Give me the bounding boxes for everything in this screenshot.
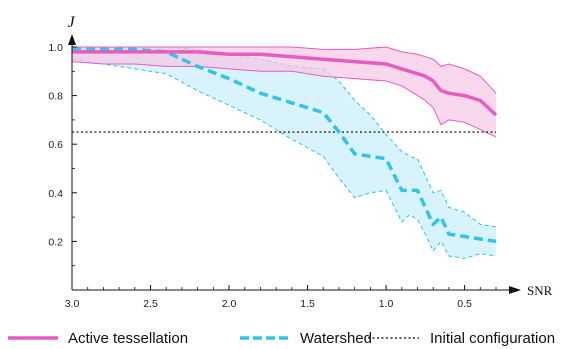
- x-tick-label: 2.5: [143, 298, 158, 310]
- x-axis-arrow: [509, 286, 521, 294]
- active-tessellation-band: [72, 47, 496, 137]
- y-axis-title: J: [67, 14, 75, 31]
- axes: J SNR 0.2 0.4 0.6 0.8 1.0 3.0 2.5 2.0 1.5 1.0 0.5: [48, 14, 552, 310]
- y-tick-label: 0.8: [48, 91, 63, 103]
- x-axis-title: SNR: [527, 283, 553, 298]
- legend-label-active-tessellation: Active tessellation: [68, 330, 188, 347]
- y-tick-label: 0.2: [48, 236, 63, 248]
- y-axis-arrow: [68, 34, 76, 45]
- y-tick-label: 1.0: [48, 42, 63, 54]
- legend: Active tessellation Watershed Initial conf…: [8, 330, 555, 347]
- y-tick-label: 0.6: [48, 139, 63, 151]
- x-tick-label: 1.0: [379, 298, 394, 310]
- legend-label-watershed: Watershed: [300, 330, 372, 347]
- active-tessellation-line: [72, 50, 498, 117]
- active-tessellation-upper-bound: [72, 46, 497, 94]
- watershed-band: [72, 47, 496, 259]
- active-tessellation-lower-bound: [71, 61, 497, 138]
- watershed-line: [72, 47, 497, 244]
- x-tick-label: 3.0: [65, 298, 80, 310]
- confidence-bands: [71, 46, 497, 259]
- series-lines: [72, 47, 498, 244]
- x-tick-label: 2.0: [222, 298, 237, 310]
- y-tick-label: 0.4: [48, 188, 63, 200]
- legend-label-initial-configuration: Initial configuration: [430, 330, 555, 347]
- x-tick-label: 1.5: [300, 298, 315, 310]
- watershed-lower-bound: [71, 58, 497, 259]
- x-tick-label: 0.5: [457, 298, 472, 310]
